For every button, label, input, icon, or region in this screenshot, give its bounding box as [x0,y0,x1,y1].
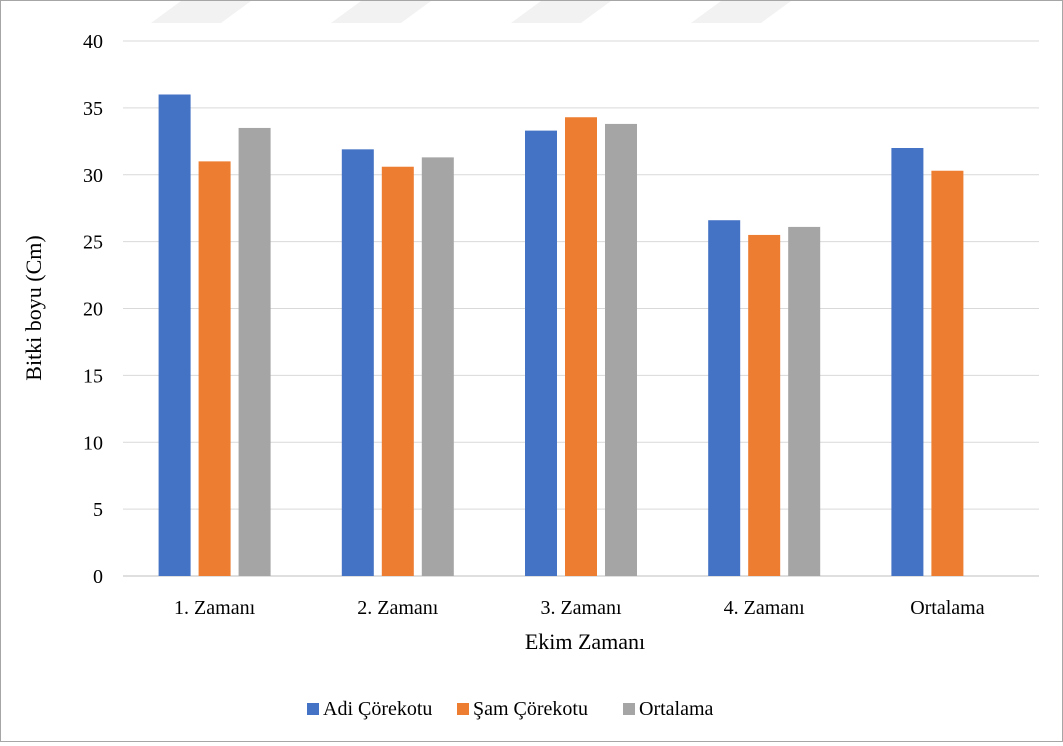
x-tick-labels: 1. Zamanı 2. Zamanı 3. Zamanı 4. Zamanı Orta… [174,597,985,619]
bars [158,94,964,577]
legend-label: Adi Çörekotu [323,698,432,720]
y-tick-label: 5 [93,499,103,521]
x-tick-label: 1. Zamanı [174,597,256,619]
legend-swatch [307,703,319,715]
bar [198,161,231,576]
bar [421,157,454,577]
bar [748,234,781,576]
y-tick-label: 30 [83,165,103,187]
bar [381,166,414,576]
legend-swatch [623,703,635,715]
x-tick-label: 2. Zamanı [357,597,439,619]
legend-label: Şam Çörekotu [473,698,588,720]
y-tick-labels: 0 5 10 15 20 25 30 35 40 [83,31,103,588]
y-tick-label: 0 [93,566,103,588]
bar [565,117,597,577]
x-tick-label: Ortalama [910,597,985,619]
x-tick-label: 4. Zamanı [724,597,806,619]
legend-label: Ortalama [639,698,714,720]
watermark-chevron [691,1,791,23]
y-tick-label: 10 [83,432,103,454]
bar [708,220,741,576]
watermark-chevron [511,1,611,23]
legend-swatch [457,703,469,715]
bar [891,148,924,576]
bar [158,94,191,576]
y-tick-label: 40 [83,31,103,53]
y-tick-label: 20 [83,299,103,321]
watermark-chevrons [151,1,791,23]
bar [931,170,964,577]
bar [341,149,374,576]
watermark-chevron [151,1,251,23]
y-tick-label: 35 [83,98,103,120]
bar [605,123,637,577]
y-tick-label: 25 [83,232,103,254]
bar [525,130,557,577]
legend: Adi Çörekotu Şam Çörekotu Ortalama [307,698,714,720]
x-axis-label: Ekim Zamanı [525,629,645,654]
bar [238,127,271,576]
y-tick-label: 15 [83,365,103,387]
bar [788,226,821,576]
y-axis-label: Bitki boyu (Cm) [21,235,46,380]
watermark-chevron [331,1,431,23]
x-tick-label: 3. Zamanı [540,597,622,619]
